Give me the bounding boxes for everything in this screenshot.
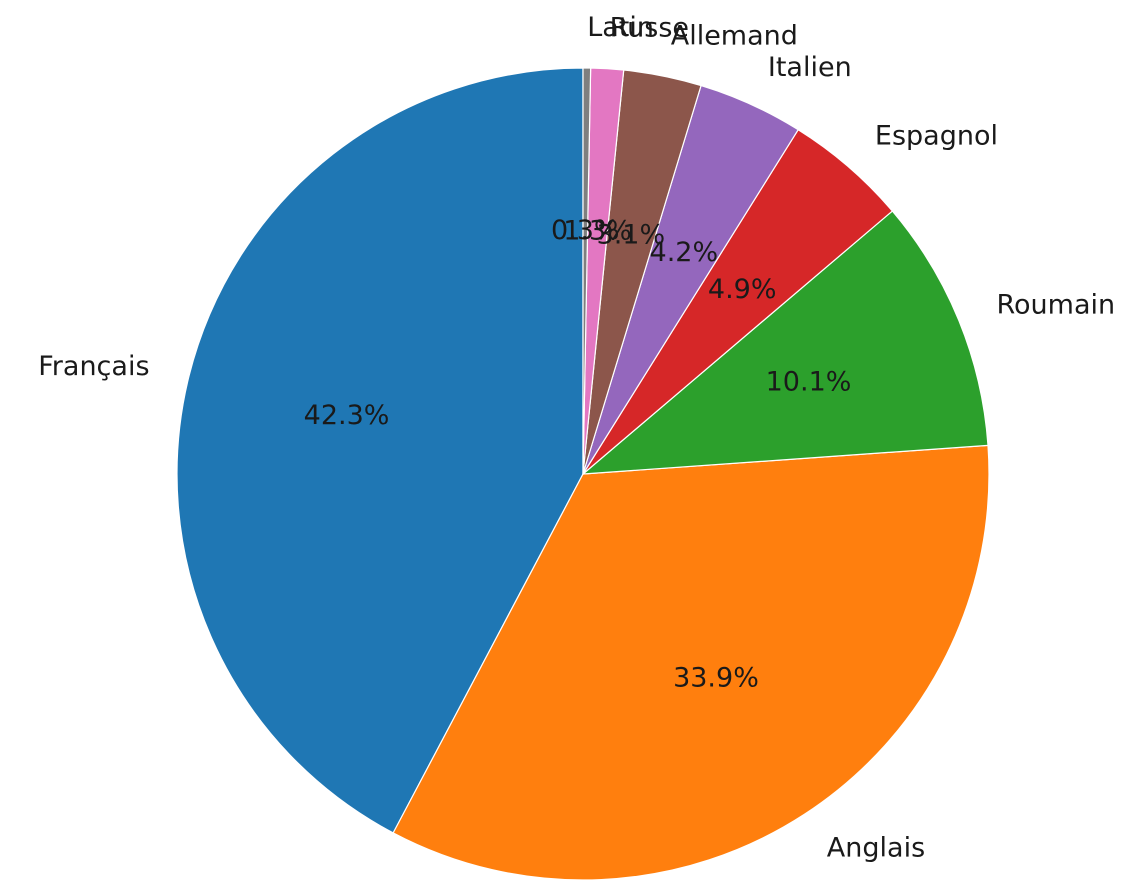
category-labels: Français Anglais Roumain Espagnol ItalienAll…	[38, 12, 1115, 864]
percent-labels: 42.3% 33.9% 10.1% 4.9% 4.2%3.1%1.3%0.3%	[304, 215, 852, 694]
pie-slices	[176, 67, 990, 881]
category-label-roumain: Roumain	[996, 290, 1115, 321]
category-label-russe: Russe	[610, 13, 689, 44]
percent-label-francais: 42.3%	[304, 400, 390, 431]
category-label-allemand: Allemand	[671, 21, 798, 52]
pie-slice-francais	[176, 67, 584, 834]
pie-slice-roumain	[582, 210, 989, 475]
percent-label-anglais: 33.9%	[673, 663, 759, 694]
percent-label-espagnol: 4.9%	[708, 274, 777, 305]
percent-label-latin: 0.3%	[551, 215, 620, 246]
percent-label-russe: 1.3%	[563, 215, 632, 246]
pie-slice-latin	[582, 67, 592, 475]
percent-label-roumain: 10.1%	[766, 366, 852, 397]
category-label-italien: Italien	[768, 52, 852, 83]
pie-slice-anglais	[392, 444, 990, 881]
category-label-espagnol: Espagnol	[875, 121, 998, 152]
category-label-francais: Français	[38, 351, 149, 382]
percent-label-allemand: 3.1%	[597, 220, 666, 251]
category-label-latin: Latin	[587, 12, 654, 43]
percent-label-italien: 4.2%	[650, 237, 719, 268]
category-label-anglais: Anglais	[827, 833, 925, 864]
